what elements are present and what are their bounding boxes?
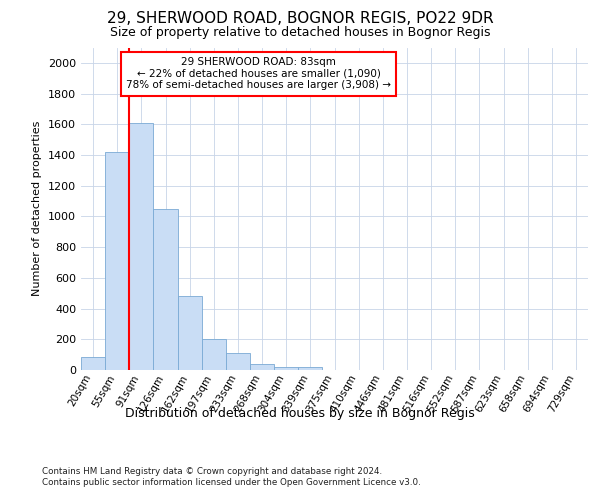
Bar [178, 296, 202, 370]
Text: Contains HM Land Registry data © Crown copyright and database right 2024.
Contai: Contains HM Land Registry data © Crown c… [42, 468, 421, 487]
Bar [81, 358, 105, 370]
Y-axis label: Number of detached properties: Number of detached properties [32, 121, 43, 296]
Bar [105, 152, 129, 370]
Text: 29 SHERWOOD ROAD: 83sqm
← 22% of detached houses are smaller (1,090)
78% of semi: 29 SHERWOOD ROAD: 83sqm ← 22% of detache… [126, 57, 391, 90]
Bar [129, 122, 154, 370]
Bar [274, 367, 298, 370]
Bar [250, 364, 274, 370]
Bar [298, 367, 322, 370]
Bar [202, 340, 226, 370]
Text: Size of property relative to detached houses in Bognor Regis: Size of property relative to detached ho… [110, 26, 490, 39]
Text: Distribution of detached houses by size in Bognor Regis: Distribution of detached houses by size … [125, 408, 475, 420]
Text: 29, SHERWOOD ROAD, BOGNOR REGIS, PO22 9DR: 29, SHERWOOD ROAD, BOGNOR REGIS, PO22 9D… [107, 11, 493, 26]
Bar [226, 353, 250, 370]
Bar [154, 209, 178, 370]
